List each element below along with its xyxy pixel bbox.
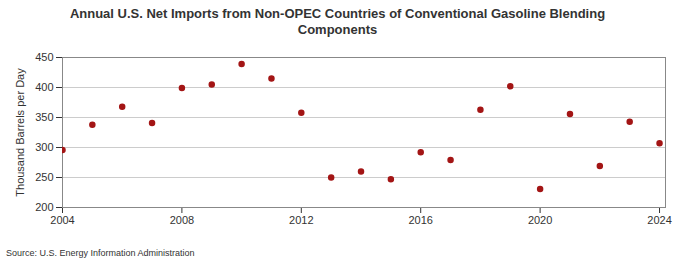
svg-text:Thousand Barrels per Day: Thousand Barrels per Day xyxy=(14,68,26,197)
svg-text:2020: 2020 xyxy=(528,214,552,226)
svg-text:200: 200 xyxy=(35,201,53,213)
html-text:Source: U.S. Energy Informatio: Source: U.S. Energy Information Administ… xyxy=(6,248,195,258)
svg-text:350: 350 xyxy=(35,111,53,123)
svg-text:2012: 2012 xyxy=(289,214,313,226)
svg-text:450: 450 xyxy=(35,51,53,63)
svg-text:250: 250 xyxy=(35,171,53,183)
svg-text:300: 300 xyxy=(35,141,53,153)
svg-text:400: 400 xyxy=(35,81,53,93)
svg-text:2024: 2024 xyxy=(647,214,671,226)
svg-text:2008: 2008 xyxy=(170,214,194,226)
html-text:Annual U.S. Net Imports from N: Annual U.S. Net Imports from Non-OPEC Co… xyxy=(69,6,606,37)
svg-text:2004: 2004 xyxy=(50,214,74,226)
svg-text:2016: 2016 xyxy=(408,214,432,226)
